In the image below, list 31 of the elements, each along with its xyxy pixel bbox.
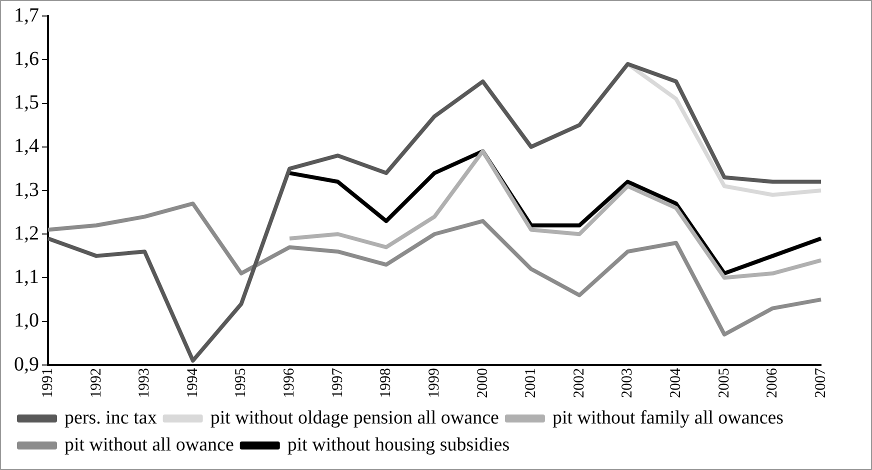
x-tick-label: 1991 [40, 368, 56, 398]
x-tick-label: 2005 [716, 368, 732, 398]
y-tick-label: 1,1 [14, 266, 39, 288]
x-tick-label: 1994 [184, 368, 201, 398]
legend-label: pit without all owance [64, 434, 234, 456]
x-tick-label: 2007 [812, 368, 829, 398]
y-tick-label: 1,0 [14, 310, 39, 332]
x-tick-label: 1996 [282, 368, 298, 398]
x-tick-label: 2003 [620, 368, 636, 398]
x-tick-label: 1999 [426, 368, 442, 398]
legend-label: pit without family all owances [552, 407, 784, 428]
x-tick-label: 2006 [764, 368, 781, 398]
x-tick-label: 1993 [136, 368, 153, 398]
legend-label: pit without housing subsidies [287, 434, 510, 456]
x-tick-label: 1992 [88, 368, 104, 398]
x-tick-label: 2004 [668, 368, 684, 398]
x-tick-label: 1995 [233, 368, 250, 398]
x-tick-label: 1998 [378, 368, 394, 398]
legend-label: pit without oldage pension all owance [210, 407, 499, 428]
y-tick-label: 1,7 [14, 4, 39, 26]
y-tick-label: 1,3 [14, 178, 39, 201]
y-tick-label: 1,5 [14, 92, 39, 114]
x-tick-label: 2001 [523, 368, 540, 398]
x-tick-label: 2000 [474, 368, 491, 398]
y-tick-label: 1,6 [14, 48, 39, 70]
legend-label: pers. inc tax [64, 407, 158, 428]
x-tick-label: 1997 [330, 368, 346, 398]
y-tick-label: 0,9 [14, 353, 39, 376]
y-tick-label: 1,2 [14, 222, 39, 244]
x-tick-label: 2002 [571, 368, 588, 398]
y-tick-label: 1,4 [14, 135, 39, 158]
